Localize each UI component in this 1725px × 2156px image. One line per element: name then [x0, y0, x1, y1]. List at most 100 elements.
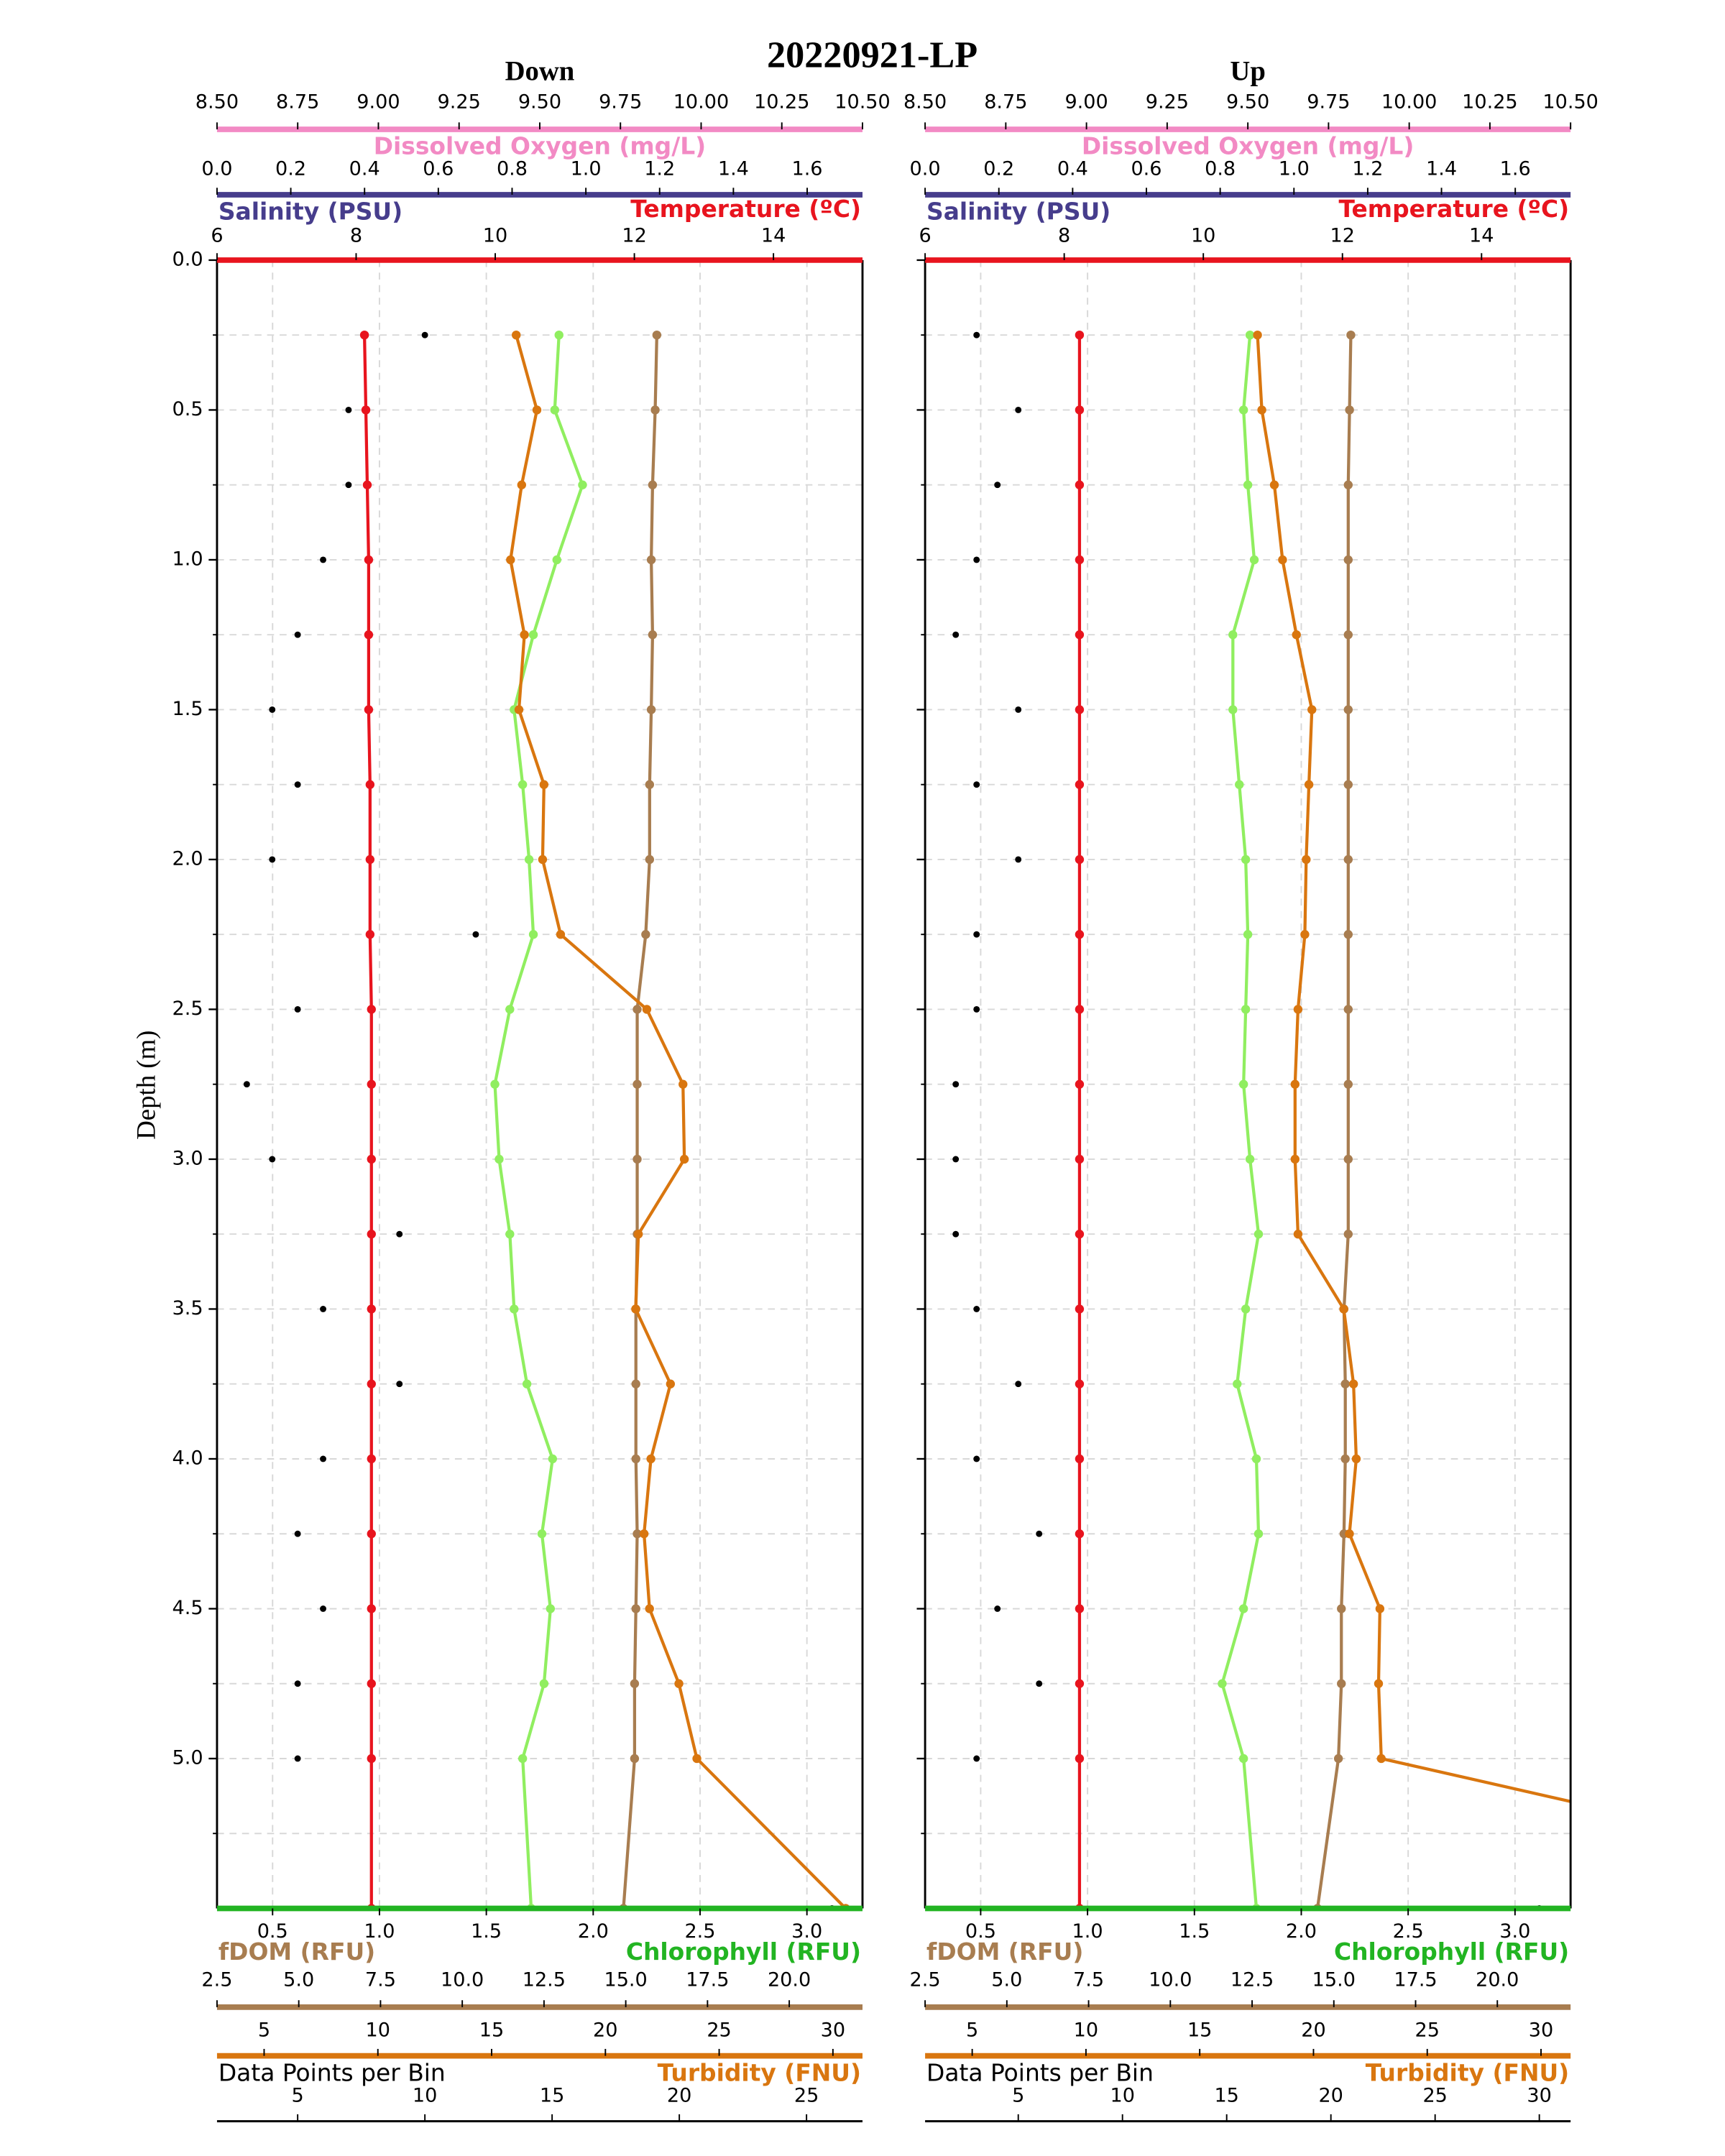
data-point [539, 780, 549, 789]
data-point [1343, 630, 1353, 640]
x-tick-label: 5.0 [991, 1969, 1022, 1991]
data-point [243, 1081, 250, 1088]
data-point [1075, 330, 1085, 340]
data-point [1075, 930, 1085, 939]
data-point [1245, 1154, 1255, 1164]
x-tick-label: 10.00 [673, 91, 730, 114]
data-point [1253, 330, 1262, 340]
x-tick-label: 9.75 [1307, 91, 1350, 114]
data-point [514, 705, 524, 714]
x-tick-label: 10 [1074, 2019, 1098, 2041]
data-point [367, 1604, 376, 1613]
x-tick-label: 0.5 [257, 1920, 288, 1943]
x-tick-label: 6 [211, 225, 223, 247]
x-tick-label: 1.4 [718, 158, 749, 180]
x-tick-label: 8.50 [903, 91, 947, 114]
data-point [367, 1304, 376, 1314]
data-point [1343, 705, 1353, 714]
data-point [320, 1606, 326, 1612]
data-point [556, 930, 566, 939]
data-point [367, 1230, 376, 1239]
x-tick-label: 12.5 [523, 1969, 566, 1991]
data-point [1075, 1454, 1085, 1464]
data-point [952, 631, 960, 638]
data-point [359, 330, 369, 340]
x-tick-label: 1.0 [1072, 1920, 1103, 1943]
data-point [1340, 1379, 1350, 1388]
data-point [1075, 1529, 1085, 1539]
x-tick-label: 5 [966, 2019, 978, 2041]
data-point [1249, 555, 1259, 565]
data-point [362, 480, 372, 489]
panel-title: Down [505, 56, 575, 86]
data-point [1036, 1680, 1043, 1687]
data-point [631, 1454, 640, 1464]
data-point [1337, 1679, 1346, 1688]
data-point [1075, 1604, 1085, 1613]
axis-label: Data Points per Bin [218, 2058, 446, 2086]
data-point [645, 780, 655, 789]
x-tick-label: 25 [707, 2019, 731, 2041]
x-tick-label: 2.5 [910, 1969, 941, 1991]
data-point [1235, 780, 1244, 789]
x-tick-label: 12 [1330, 225, 1355, 247]
y-tick-label: 5.0 [172, 1746, 203, 1769]
data-point [505, 1230, 515, 1239]
x-tick-label: 2.0 [1286, 1920, 1317, 1943]
x-tick-label: 17.5 [1394, 1969, 1437, 1991]
data-point [1075, 1230, 1085, 1239]
data-point [632, 1529, 642, 1539]
x-tick-label: 15 [1214, 2084, 1238, 2106]
data-point [1343, 780, 1353, 789]
data-point [538, 854, 548, 865]
data-point [1233, 1379, 1242, 1388]
data-point [1343, 930, 1353, 939]
data-point [1254, 1230, 1264, 1239]
x-tick-label: 1.2 [644, 158, 675, 180]
x-tick-label: 0.0 [201, 158, 232, 180]
data-point [1075, 1304, 1085, 1314]
axis-label: Temperature (ºC) [1338, 195, 1569, 223]
x-tick-label: 10.0 [441, 1969, 484, 1991]
data-point [345, 482, 352, 489]
data-point [528, 630, 538, 640]
data-point [320, 1306, 326, 1312]
x-tick-label: 17.5 [686, 1969, 729, 1991]
data-point [1374, 1679, 1384, 1688]
y-axis-label: Depth (m) [132, 1031, 161, 1140]
panel-title: Up [1230, 56, 1265, 86]
data-point [952, 1230, 960, 1238]
data-point [294, 1755, 301, 1762]
x-tick-label: 15 [540, 2084, 564, 2106]
data-point [641, 930, 650, 939]
axis-label: Turbidity (FNU) [1366, 2058, 1569, 2086]
x-tick-label: 9.50 [518, 91, 561, 114]
data-point [1339, 1304, 1348, 1314]
data-point [1015, 706, 1022, 713]
data-point [546, 1604, 556, 1613]
data-point [630, 1679, 640, 1688]
data-point [364, 705, 374, 714]
x-tick-label: 10.25 [754, 91, 810, 114]
data-point [396, 1230, 403, 1238]
data-point [421, 331, 428, 338]
data-point [518, 1754, 528, 1764]
y-tick-label: 4.5 [172, 1597, 203, 1619]
x-tick-label: 25 [794, 2084, 819, 2106]
data-point [506, 555, 515, 565]
data-point [973, 1006, 980, 1013]
data-point [510, 1304, 519, 1314]
x-tick-label: 0.8 [1205, 158, 1236, 180]
data-point [1241, 854, 1251, 865]
data-point [367, 1079, 376, 1089]
data-point [1293, 1230, 1303, 1239]
series [952, 330, 1571, 1909]
axis-label: Turbidity (FNU) [658, 2058, 861, 2086]
data-point [1075, 1154, 1085, 1164]
x-tick-label: 0.2 [983, 158, 1014, 180]
data-point [1075, 1079, 1085, 1089]
data-point [1351, 1454, 1361, 1464]
data-point [994, 482, 1001, 489]
data-point [522, 1379, 532, 1388]
